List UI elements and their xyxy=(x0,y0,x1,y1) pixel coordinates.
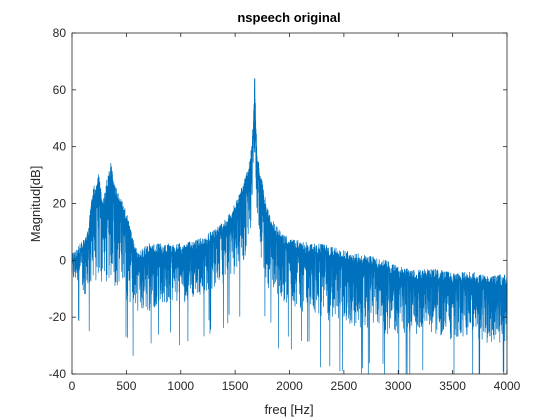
y-tick-label: 0 xyxy=(59,253,66,267)
y-tick-label: -40 xyxy=(49,367,67,381)
x-tick-label: 1500 xyxy=(222,379,249,393)
y-tick-label: -20 xyxy=(49,310,67,324)
x-tick-label: 2000 xyxy=(276,379,303,393)
x-tick-label: 4000 xyxy=(494,379,521,393)
y-tick-label: 60 xyxy=(53,83,67,97)
x-tick-label: 1000 xyxy=(167,379,194,393)
x-tick-label: 3000 xyxy=(385,379,412,393)
series-line xyxy=(71,78,508,375)
y-tick-label: 20 xyxy=(53,197,67,211)
x-tick-label: 2500 xyxy=(331,379,358,393)
x-tick-label: 500 xyxy=(116,379,136,393)
y-tick-label: 80 xyxy=(53,26,67,40)
x-tick-label: 0 xyxy=(69,379,76,393)
y-tick-label: 40 xyxy=(53,140,67,154)
plot-area: 0 500 1000 1500 2000 2500 3000 3500 4000 -40 -20 0 2… xyxy=(49,26,521,393)
x-tick-label: 3500 xyxy=(439,379,466,393)
y-axis-label: Magnitud[dB] xyxy=(28,166,43,243)
plot-background xyxy=(72,33,507,374)
chart-title: nspeech original xyxy=(237,10,340,25)
x-axis-label: freq [Hz] xyxy=(264,402,313,417)
